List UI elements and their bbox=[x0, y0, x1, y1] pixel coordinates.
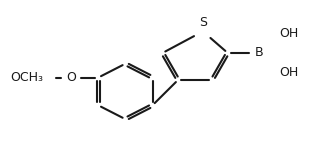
Text: O: O bbox=[66, 71, 76, 84]
Text: OH: OH bbox=[280, 66, 299, 79]
Text: OH: OH bbox=[280, 27, 299, 40]
Text: OCH₃: OCH₃ bbox=[10, 71, 43, 84]
Text: S: S bbox=[199, 16, 207, 29]
Text: B: B bbox=[254, 46, 263, 59]
